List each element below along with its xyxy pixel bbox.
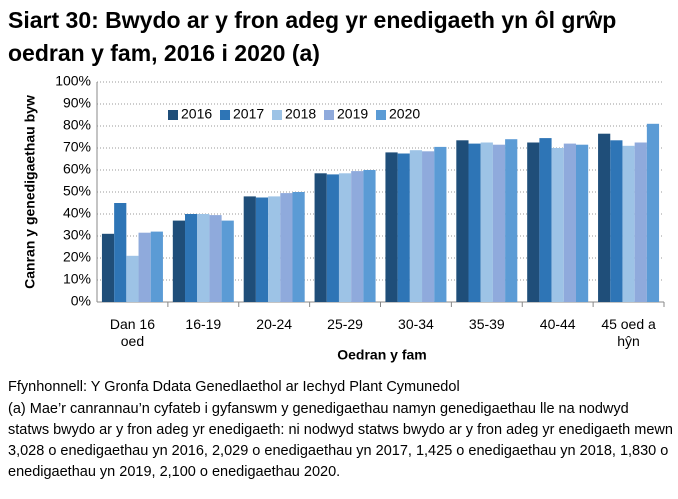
bar [101, 233, 115, 302]
legend-label: 2016 [181, 106, 212, 122]
bar [385, 152, 398, 302]
y-axis-label: Canran y genedigaethau byw [22, 95, 38, 289]
y-tick-label: 20% [63, 249, 91, 265]
bar [551, 148, 564, 302]
x-tick-label: 40-44 [539, 316, 576, 332]
bar [150, 231, 163, 302]
bar [422, 151, 435, 302]
bar [172, 220, 186, 302]
bar [221, 220, 234, 302]
legend-label: 2019 [337, 106, 368, 122]
bar [363, 170, 376, 302]
bar [527, 142, 540, 302]
y-tick-label: 90% [63, 95, 91, 111]
bar [351, 171, 364, 302]
bar [197, 214, 210, 302]
x-tick-label: 30-34 [398, 316, 434, 332]
bar [480, 142, 493, 302]
legend-swatch [376, 110, 386, 120]
bar [575, 144, 589, 302]
bar [563, 143, 576, 302]
legend-swatch [220, 110, 230, 120]
bar [409, 150, 423, 302]
y-tick-label: 0% [71, 293, 91, 309]
bar [505, 139, 518, 302]
bar [268, 196, 281, 302]
y-tick-label: 10% [63, 271, 91, 287]
x-tick-label: 35-39 [468, 316, 505, 332]
bar [646, 123, 660, 302]
bar [255, 197, 269, 302]
x-tick-label: Dan 16 oed [109, 316, 156, 349]
y-tick-label: 40% [63, 205, 91, 221]
bar [280, 193, 293, 302]
y-tick-label: 60% [63, 161, 91, 177]
bar [598, 133, 611, 302]
legend-label: 2017 [233, 106, 264, 122]
note: (a) Mae’r canrannau’n cyfateb i gyfanswm… [8, 401, 673, 480]
bar [434, 146, 447, 302]
bar [326, 174, 339, 302]
legend-label: 2020 [389, 106, 420, 122]
bar [314, 173, 327, 302]
chart-title: Siart 30: Bwydo ar y fron adeg yr enedig… [8, 7, 617, 66]
bar [539, 138, 552, 302]
bar [492, 144, 506, 302]
bar [209, 215, 222, 302]
legend-swatch [324, 110, 334, 120]
bar [185, 214, 198, 302]
x-tick-label: 25-29 [327, 316, 363, 332]
source: Ffynhonnell: Y Gronfa Ddata Genedlaethol… [8, 379, 460, 395]
legend-label: 2018 [285, 106, 316, 122]
y-tick-label: 70% [63, 139, 91, 155]
bar [243, 196, 256, 302]
y-tick-label: 50% [63, 183, 91, 199]
bar [622, 145, 635, 302]
bar [114, 203, 127, 302]
x-tick-label: 45 oed a hŷn [601, 316, 656, 349]
bar [292, 192, 305, 302]
legend-swatch [168, 110, 178, 120]
legend-swatch [272, 110, 282, 120]
y-tick-label: 80% [63, 117, 91, 133]
y-tick-label: 100% [55, 73, 91, 89]
x-tick-label: 20-24 [256, 316, 293, 332]
bar [138, 232, 151, 302]
bar [456, 140, 469, 302]
y-tick-label: 30% [63, 227, 91, 243]
bar [126, 255, 139, 302]
x-axis-label: Oedran y fam [337, 347, 426, 363]
bar [338, 173, 352, 302]
bar [397, 153, 410, 302]
bar [468, 143, 481, 302]
bar [634, 142, 647, 302]
bar [610, 140, 623, 302]
x-tick-label: 16-19 [185, 316, 222, 332]
